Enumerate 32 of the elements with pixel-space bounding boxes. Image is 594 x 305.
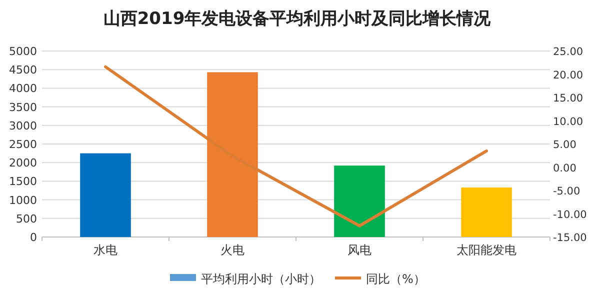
y2-tick-label: 25.00: [553, 46, 584, 58]
y-tick-label: 5000: [9, 45, 37, 58]
legend-label: 同比（%）: [366, 272, 426, 286]
x-tick-label: 火电: [220, 243, 244, 257]
y-tick-label: 2000: [9, 156, 37, 170]
text: 平均利用小时（小时）: [201, 272, 321, 286]
x-tick-label: 水电: [94, 243, 118, 257]
y2-tick-label: 20.00: [553, 69, 584, 82]
y2-tick-label: -5.00: [553, 186, 580, 198]
y-tick-label: 2500: [9, 138, 37, 151]
y-tick-label: 4500: [9, 64, 37, 77]
y2-tick-label: 0.00: [553, 162, 576, 174]
y-tick-label: 0: [30, 231, 37, 244]
y2-tick-label: 15.00: [553, 92, 584, 104]
x-tick-label: 太阳能发电: [456, 243, 516, 257]
y2-tick-label: -10.00: [553, 208, 587, 221]
y-tick-label: 3000: [9, 119, 37, 132]
y-tick-label: 1500: [9, 175, 37, 188]
bar: [207, 72, 258, 237]
bar: [80, 153, 131, 237]
y2-tick-label: 5.00: [553, 139, 576, 151]
x-tick-label: 风电: [348, 243, 372, 257]
y-tick-label: 1000: [9, 194, 37, 207]
bar: [334, 166, 385, 237]
line-series: [104, 65, 488, 228]
y2-tick-label: 10.00: [553, 116, 584, 128]
y2-tick-label: -15.00: [553, 232, 587, 244]
chart-title: 山西2019年发电设备平均利用小时及同比增长情况: [103, 9, 492, 29]
y-tick-label: 3500: [9, 100, 37, 114]
y-tick-label: 4000: [9, 82, 37, 96]
bar: [461, 188, 512, 237]
y-tick-label: 500: [16, 212, 37, 226]
